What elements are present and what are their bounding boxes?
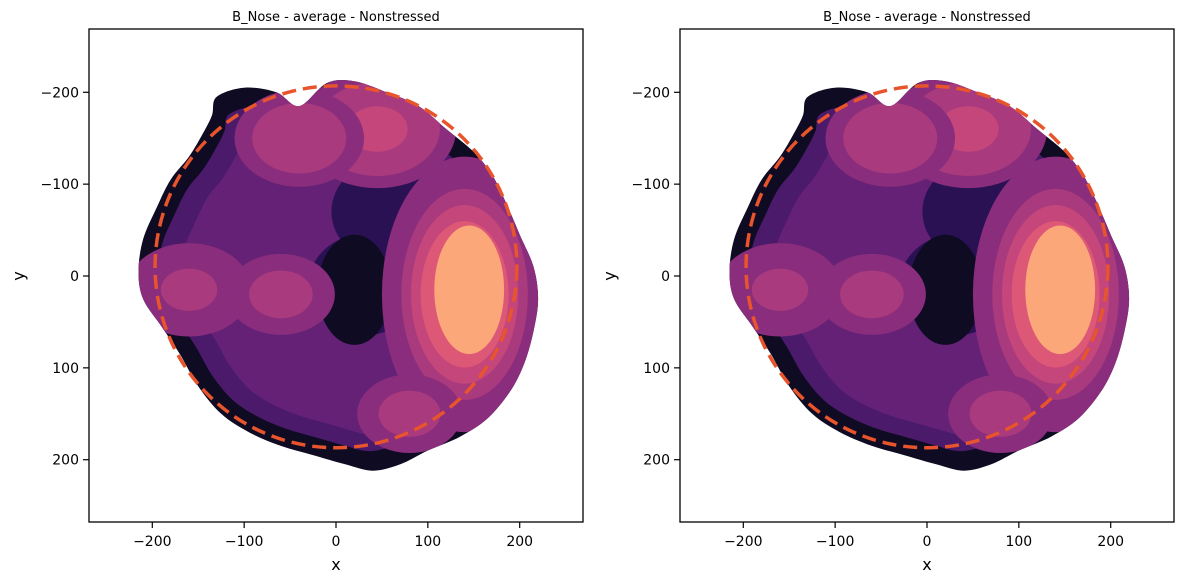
y-tick-label: −100 <box>632 177 670 193</box>
hotspot <box>234 89 365 187</box>
fit-circle <box>153 84 519 450</box>
x-axis-label: x <box>922 555 931 574</box>
y-tick-label: −200 <box>632 85 670 101</box>
y-tick-label: −200 <box>41 85 79 101</box>
hotspot-contour <box>860 116 920 161</box>
peak-region <box>1025 225 1096 355</box>
y-axis-ticks: −200 −100 0 100 200 <box>41 85 89 469</box>
hotspot <box>138 243 252 337</box>
chart-title: B_Nose - average - Nonstressed <box>823 10 1031 25</box>
peak-region <box>434 225 505 355</box>
x-tick-label: −100 <box>816 534 854 550</box>
hotspot <box>948 374 1053 454</box>
y-tick-label: −100 <box>41 177 79 193</box>
fit-circle <box>744 84 1110 450</box>
y-tick-label: 100 <box>643 361 670 377</box>
cold-core <box>317 234 392 345</box>
x-tick-label: 100 <box>414 534 441 550</box>
x-axis-ticks: −200 −100 0 100 200 <box>724 522 1124 550</box>
hotspot-contour <box>160 268 218 311</box>
hotspot <box>817 253 926 335</box>
y-axis-label: y <box>600 271 619 280</box>
x-tick-label: 0 <box>923 534 932 550</box>
x-tick-label: −200 <box>133 534 171 550</box>
y-tick-label: 0 <box>70 269 79 285</box>
hotspot <box>226 253 335 335</box>
x-tick-label: 0 <box>332 534 341 550</box>
x-tick-label: 200 <box>1097 534 1124 550</box>
density-layer <box>729 80 1130 471</box>
dashed-circle <box>744 84 1110 450</box>
y-tick-label: 200 <box>52 453 79 469</box>
y-axis-ticks: −200 −100 0 100 200 <box>632 85 680 469</box>
plot-panel-right: B_Nose - average - Nonstressed −200 −100 0… <box>600 10 1175 574</box>
x-tick-label: 100 <box>1005 534 1032 550</box>
density-layer <box>138 80 539 471</box>
dashed-circle <box>153 84 519 450</box>
x-axis-label: x <box>331 555 340 574</box>
y-tick-label: 0 <box>661 269 670 285</box>
hotspot-contour <box>378 390 441 437</box>
hotspot-contour <box>269 116 329 161</box>
cold-core <box>908 234 983 345</box>
hotspot <box>825 89 956 187</box>
density-contours <box>138 80 539 454</box>
y-axis-label: y <box>9 271 28 280</box>
hotspot-contour <box>969 390 1032 437</box>
y-tick-label: 100 <box>52 361 79 377</box>
hotspot <box>357 374 462 454</box>
hotspot <box>729 243 843 337</box>
hotspot-contour <box>840 270 904 319</box>
hotspot-contour <box>249 270 313 319</box>
plot-panel-left: B_Nose - average - Nonstressed −200 −100 0… <box>9 10 584 574</box>
x-axis-ticks: −200 −100 0 100 200 <box>133 522 533 550</box>
density-contours <box>729 80 1130 454</box>
x-tick-label: −200 <box>724 534 762 550</box>
x-tick-label: 200 <box>506 534 533 550</box>
x-tick-label: −100 <box>225 534 263 550</box>
hotspot-contour <box>751 268 809 311</box>
chart-title: B_Nose - average - Nonstressed <box>232 10 440 25</box>
y-tick-label: 200 <box>643 453 670 469</box>
